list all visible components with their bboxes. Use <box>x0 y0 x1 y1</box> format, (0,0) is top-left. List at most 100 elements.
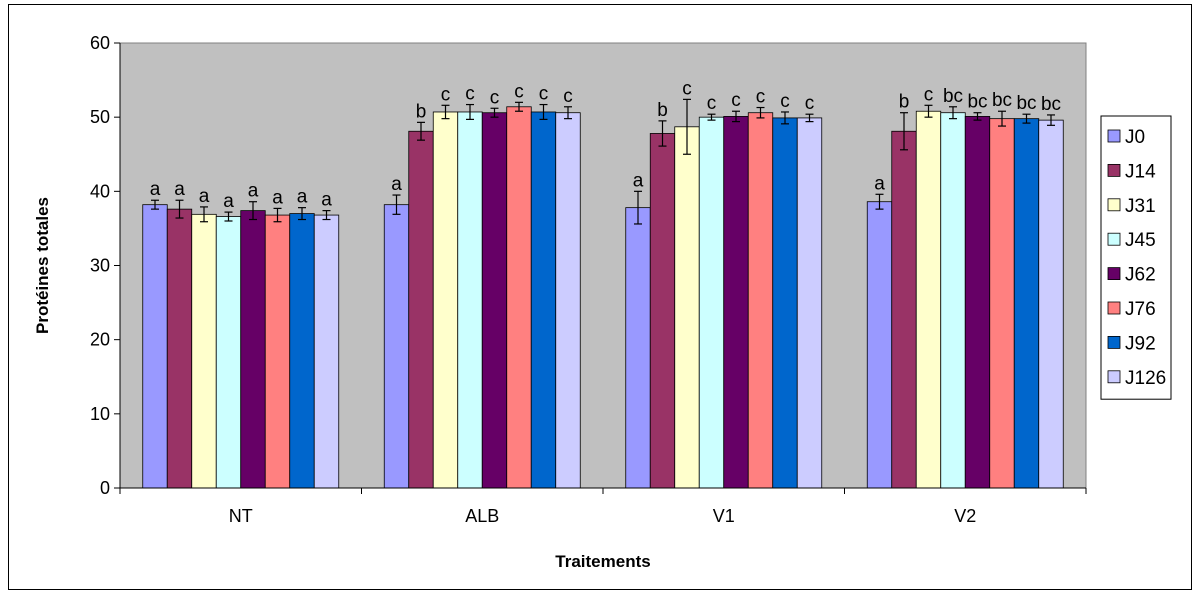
x-tick-label: NT <box>229 506 253 526</box>
legend-label: J0 <box>1125 127 1145 148</box>
significance-label: bc <box>943 86 963 107</box>
bar <box>408 130 434 489</box>
significance-label: c <box>490 87 500 108</box>
significance-label: a <box>321 190 332 211</box>
bar <box>215 216 242 489</box>
legend-label: J45 <box>1125 230 1156 251</box>
y-axis-title: Protéines totales <box>33 197 52 334</box>
bar <box>796 117 823 489</box>
bar <box>915 110 942 489</box>
bars-layer <box>142 106 1064 489</box>
significance-label: c <box>805 93 815 114</box>
significance-label: a <box>150 179 161 200</box>
significance-label: bc <box>1041 94 1061 115</box>
significance-label: b <box>657 100 668 121</box>
bar <box>457 111 483 489</box>
significance-label: c <box>514 81 524 102</box>
legend-swatch <box>1107 335 1121 349</box>
x-tick-label: V2 <box>954 506 976 526</box>
bar <box>940 112 966 489</box>
significance-label: a <box>199 186 210 207</box>
significance-label: c <box>465 84 475 105</box>
x-axis-title: Traitements <box>555 552 650 571</box>
y-tick-label: 10 <box>90 404 110 424</box>
bar <box>964 116 991 489</box>
legend-label: J62 <box>1125 265 1156 286</box>
significance-label: a <box>248 181 259 202</box>
legend-swatch <box>1107 267 1121 281</box>
legend-label: J31 <box>1125 196 1156 217</box>
legend-swatch <box>1107 129 1121 143</box>
bar <box>772 117 798 489</box>
significance-label: a <box>272 187 283 208</box>
bar <box>313 214 340 489</box>
bar <box>649 133 676 489</box>
y-tick-label: 20 <box>90 330 110 350</box>
legend-swatch <box>1107 370 1121 384</box>
significance-label: c <box>563 86 573 107</box>
y-tick-label: 0 <box>100 478 110 498</box>
x-tick-label: ALB <box>465 506 499 526</box>
bar <box>723 116 749 489</box>
significance-label: c <box>756 87 766 108</box>
significance-label: c <box>780 91 790 112</box>
legend-label: J14 <box>1125 161 1156 182</box>
y-tick-label: 30 <box>90 256 110 276</box>
bar <box>506 106 532 489</box>
legend-swatch <box>1107 163 1121 177</box>
bar <box>625 207 651 489</box>
bar <box>530 111 557 489</box>
bar <box>383 204 410 489</box>
error-bars-layer <box>151 98 1055 225</box>
significance-label: b <box>416 101 427 122</box>
x-tick-label: V1 <box>713 506 735 526</box>
bar <box>747 112 774 489</box>
significance-label: c <box>707 93 717 114</box>
bar <box>1038 119 1064 489</box>
significance-label: c <box>731 90 741 111</box>
legend-swatch <box>1107 301 1121 315</box>
significance-label: bc <box>1016 93 1036 114</box>
legend: J0 J14 J31 J45 J62 J76 J92 J126 <box>1100 115 1172 400</box>
bar <box>264 214 291 489</box>
bar <box>555 112 581 489</box>
significance-label: a <box>874 173 885 194</box>
significance-label: a <box>174 179 185 200</box>
significance-label: a <box>297 187 308 208</box>
bar <box>481 112 508 489</box>
bar <box>432 111 459 489</box>
y-tick-label: 40 <box>90 181 110 201</box>
bar <box>191 213 217 489</box>
legend-box <box>1100 115 1172 400</box>
legend-label: J92 <box>1125 333 1156 354</box>
bar <box>289 213 315 489</box>
bar <box>142 204 168 489</box>
significance-label: c <box>924 84 934 105</box>
legend-label: J126 <box>1125 368 1166 389</box>
significance-label: a <box>223 191 234 212</box>
significance-label: c <box>441 84 451 105</box>
bar <box>866 201 893 489</box>
bar <box>698 116 725 489</box>
significance-label: bc <box>992 90 1012 111</box>
y-tick-label: 60 <box>90 33 110 53</box>
significance-label: a <box>391 174 402 195</box>
significance-label: b <box>899 92 910 113</box>
bar <box>1013 118 1040 489</box>
bar <box>989 118 1015 489</box>
bar <box>166 208 193 489</box>
legend-swatch <box>1107 232 1121 246</box>
legend-swatch <box>1107 198 1121 212</box>
y-tick-label: 50 <box>90 107 110 127</box>
axes-layer: 0 10 20 30 40 50 60 NT ALB V1 V2 <box>90 33 1087 526</box>
bar <box>240 210 266 489</box>
bar <box>891 130 917 489</box>
significance-label: c <box>682 78 692 99</box>
bar <box>674 126 700 489</box>
legend-label: J76 <box>1125 299 1156 320</box>
significance-label: bc <box>967 92 987 113</box>
significance-label: c <box>539 84 549 105</box>
significance-label: a <box>633 170 644 191</box>
